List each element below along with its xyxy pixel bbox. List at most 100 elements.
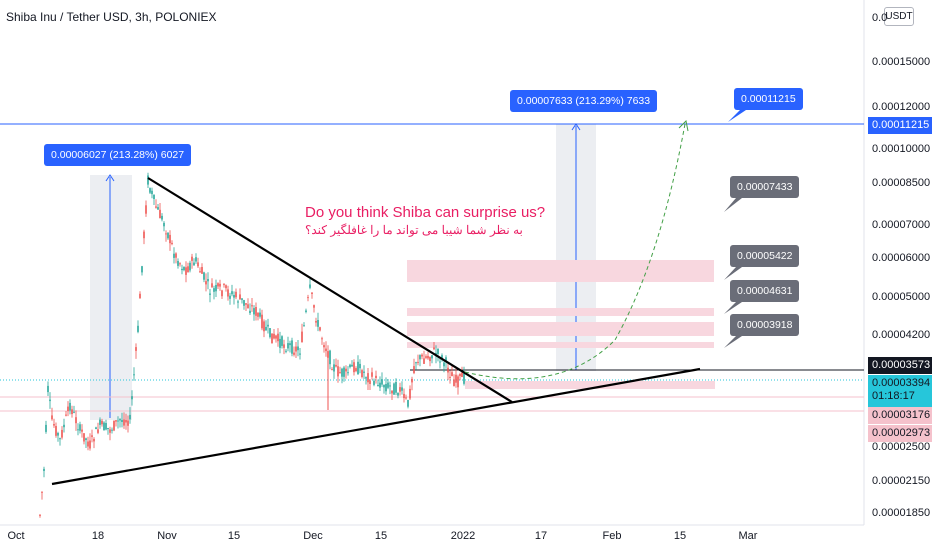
candle-body bbox=[255, 307, 257, 316]
candle-body bbox=[461, 372, 463, 377]
candle-body bbox=[229, 295, 231, 299]
candle-body bbox=[135, 347, 137, 351]
candle-body bbox=[405, 397, 407, 399]
level-callout-4[interactable]: 0.00003918 bbox=[730, 314, 800, 336]
current-price-value: 0.00003394 bbox=[872, 377, 931, 389]
time-tick: Nov bbox=[157, 530, 177, 542]
candle-body bbox=[271, 333, 273, 344]
candle-body bbox=[183, 266, 185, 271]
measure-callout-right[interactable]: 0.00007633 (213.29%) 7633 bbox=[510, 90, 658, 112]
currency-button[interactable]: USDT bbox=[884, 7, 914, 26]
zone-5 bbox=[465, 381, 715, 389]
candle-body bbox=[181, 268, 183, 271]
candle-body bbox=[73, 411, 75, 413]
candle-body bbox=[147, 175, 149, 185]
candle-body bbox=[269, 328, 271, 338]
candle-body bbox=[239, 294, 241, 300]
price-tick-top: 0.0 bbox=[872, 12, 888, 24]
candle-body bbox=[421, 354, 423, 357]
candle-body bbox=[347, 372, 349, 374]
candle-body bbox=[419, 355, 421, 360]
price-tick: 0.00002500 bbox=[872, 441, 931, 453]
candle-body bbox=[79, 424, 81, 431]
level-callout-3[interactable]: 0.00004631 bbox=[730, 280, 800, 302]
candle-body bbox=[153, 194, 155, 199]
zone-4 bbox=[407, 342, 714, 348]
candle-body bbox=[47, 385, 49, 393]
candle-body bbox=[253, 308, 255, 315]
candle-body bbox=[293, 352, 295, 355]
level-callout-1[interactable]: 0.00007433 bbox=[730, 176, 800, 198]
candle-body bbox=[363, 371, 365, 373]
candle-body bbox=[127, 420, 129, 426]
candle-body bbox=[169, 234, 171, 244]
candle-body bbox=[211, 283, 213, 288]
candle-body bbox=[289, 343, 291, 346]
candle-body bbox=[319, 327, 321, 331]
candle-body bbox=[343, 367, 345, 377]
candle-body bbox=[61, 429, 63, 438]
level-callout-2[interactable]: 0.00005422 bbox=[730, 245, 800, 267]
candle-body bbox=[299, 353, 301, 355]
candle-body bbox=[399, 387, 401, 392]
candle-body bbox=[125, 420, 127, 423]
candle-body bbox=[57, 433, 59, 436]
candle-body bbox=[87, 441, 89, 447]
target-callout[interactable]: 0.00011215 bbox=[734, 88, 803, 110]
candle-body bbox=[297, 346, 299, 351]
candle-body bbox=[145, 205, 147, 214]
candle-body bbox=[277, 333, 279, 342]
candle-body bbox=[241, 298, 243, 300]
candle-body bbox=[117, 420, 119, 422]
candle-body bbox=[453, 379, 455, 386]
candle-body bbox=[457, 376, 459, 388]
candle-body bbox=[385, 384, 387, 392]
headline-text[interactable]: Do you think Shiba can surprise us? bbox=[305, 204, 546, 221]
time-tick: 2022 bbox=[450, 530, 476, 542]
candle-body bbox=[369, 380, 371, 384]
candle-body bbox=[209, 293, 211, 295]
candle-body bbox=[451, 372, 453, 377]
candle-body bbox=[173, 253, 175, 258]
candle-body bbox=[91, 435, 93, 437]
candle-body bbox=[407, 400, 409, 407]
candle-body bbox=[323, 345, 325, 348]
candle-body bbox=[167, 232, 169, 239]
candle-body bbox=[83, 433, 85, 442]
candle-body bbox=[59, 438, 61, 440]
candle-body bbox=[391, 390, 393, 394]
candle-body bbox=[123, 419, 125, 426]
candle-body bbox=[317, 320, 319, 327]
time-tick: 18 bbox=[91, 530, 105, 542]
candle-body bbox=[197, 262, 199, 267]
candle-body bbox=[187, 266, 189, 273]
measure-callout-left[interactable]: 0.00006027 (213.28%) 6027 bbox=[44, 144, 192, 166]
candle-body bbox=[109, 429, 111, 433]
candle-body bbox=[431, 355, 433, 359]
zone-1 bbox=[407, 260, 714, 282]
candle-body bbox=[359, 363, 361, 369]
candle-body bbox=[219, 283, 221, 287]
candle-body bbox=[111, 429, 113, 431]
candle-body bbox=[283, 344, 285, 348]
candle-body bbox=[131, 396, 133, 400]
candle-body bbox=[333, 364, 335, 372]
candle-body bbox=[455, 374, 457, 383]
candle-body bbox=[367, 373, 369, 383]
candle-body bbox=[321, 338, 323, 340]
candle-body bbox=[45, 424, 47, 432]
time-tick: Dec bbox=[303, 530, 323, 542]
time-tick: 17 bbox=[534, 530, 548, 542]
candle-body bbox=[63, 424, 65, 428]
candle-body bbox=[223, 284, 225, 286]
headline-text-fa[interactable]: به نظر شما شیبا می تواند ما را غافلگیر ک… bbox=[305, 223, 523, 237]
measure-box-left bbox=[90, 175, 132, 420]
candle-body bbox=[261, 314, 263, 329]
candle-body bbox=[139, 293, 141, 299]
candle-body bbox=[93, 438, 95, 442]
candle-body bbox=[263, 321, 265, 332]
candle-body bbox=[161, 215, 163, 220]
candle-body bbox=[97, 429, 99, 433]
